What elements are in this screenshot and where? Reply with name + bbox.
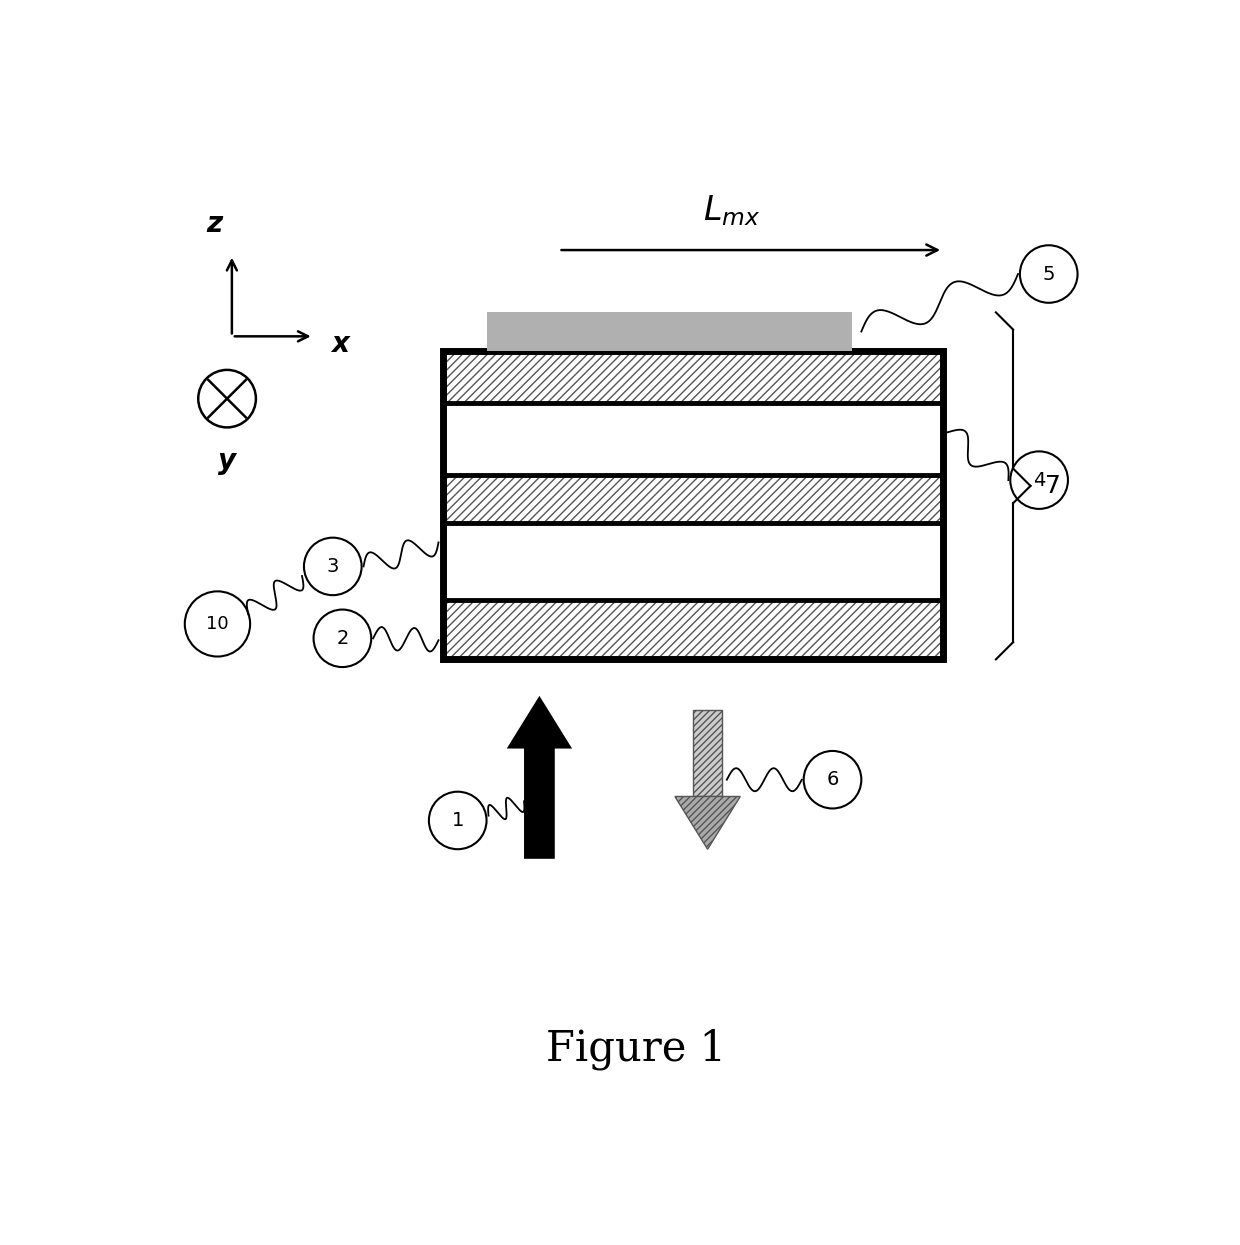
Bar (444, 403, 942, 476)
Text: x: x (331, 330, 348, 359)
Text: z: z (207, 209, 223, 238)
Polygon shape (675, 797, 740, 849)
Text: $L_{mx}$: $L_{mx}$ (703, 193, 760, 228)
Text: 2: 2 (336, 629, 348, 647)
Text: 5: 5 (1043, 264, 1055, 284)
Bar (486, 312, 852, 351)
Bar (444, 351, 942, 403)
Text: Figure 1: Figure 1 (546, 1027, 725, 1069)
Bar (444, 600, 942, 660)
Bar (693, 710, 722, 797)
Text: 1: 1 (451, 810, 464, 830)
Text: 6: 6 (826, 771, 838, 789)
FancyArrow shape (507, 696, 572, 859)
Bar (444, 523, 942, 600)
Bar (444, 476, 942, 523)
Bar (444, 351, 942, 660)
Text: 4: 4 (1033, 471, 1045, 489)
Text: 3: 3 (326, 557, 339, 576)
Text: y: y (218, 447, 236, 474)
Text: 7: 7 (1045, 474, 1060, 498)
Text: 10: 10 (206, 615, 228, 632)
Bar (444, 351, 942, 660)
